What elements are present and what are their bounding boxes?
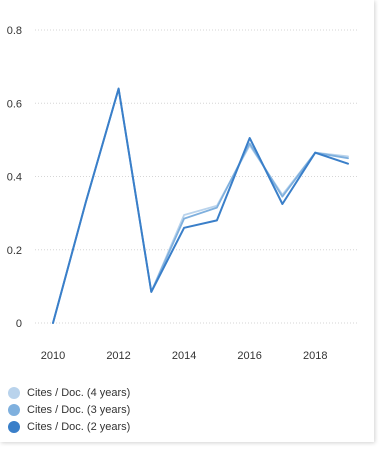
line-chart: 0 0.2 0.4 0.6 0.8 2010 2012 2014 2016 2018 [7, 25, 358, 362]
chart-card: 0 0.2 0.4 0.6 0.8 2010 2012 2014 2016 2018 Cites… [6, 25, 358, 435]
legend-item[interactable]: Cites / Doc. (2 years) [8, 418, 308, 435]
legend-label: Cites / Doc. (2 years) [27, 420, 131, 433]
x-axis-ticks: 2010 2012 2014 2016 2018 [41, 350, 328, 362]
legend-label: Cites / Doc. (4 years) [27, 386, 131, 399]
series-line [52, 87, 349, 324]
y-tick-label: 0.4 [7, 172, 22, 184]
x-tick-label: 2012 [106, 350, 130, 362]
y-tick-label: 0.8 [7, 25, 22, 37]
legend-item[interactable]: Cites / Doc. (3 years) [8, 401, 308, 418]
legend-swatch-icon [8, 403, 20, 416]
y-tick-label: 0 [16, 318, 22, 330]
legend-label: Cites / Doc. (3 years) [27, 403, 131, 416]
legend: Cites / Doc. (4 years) Cites / Doc. (3 ye… [8, 384, 308, 435]
x-tick-label: 2014 [172, 350, 196, 362]
x-tick-label: 2018 [303, 350, 327, 362]
legend-swatch-icon [8, 420, 20, 433]
series-layer [52, 87, 349, 324]
grid-layer [35, 29, 358, 324]
legend-item[interactable]: Cites / Doc. (4 years) [8, 384, 308, 401]
series-line [52, 87, 349, 324]
x-tick-label: 2010 [41, 350, 65, 362]
y-tick-label: 0.6 [7, 98, 22, 110]
x-tick-label: 2016 [237, 350, 261, 362]
legend-swatch-icon [8, 386, 20, 399]
y-tick-label: 0.2 [7, 245, 22, 257]
y-axis-ticks: 0 0.2 0.4 0.6 0.8 [7, 25, 22, 330]
series-line [52, 87, 349, 324]
